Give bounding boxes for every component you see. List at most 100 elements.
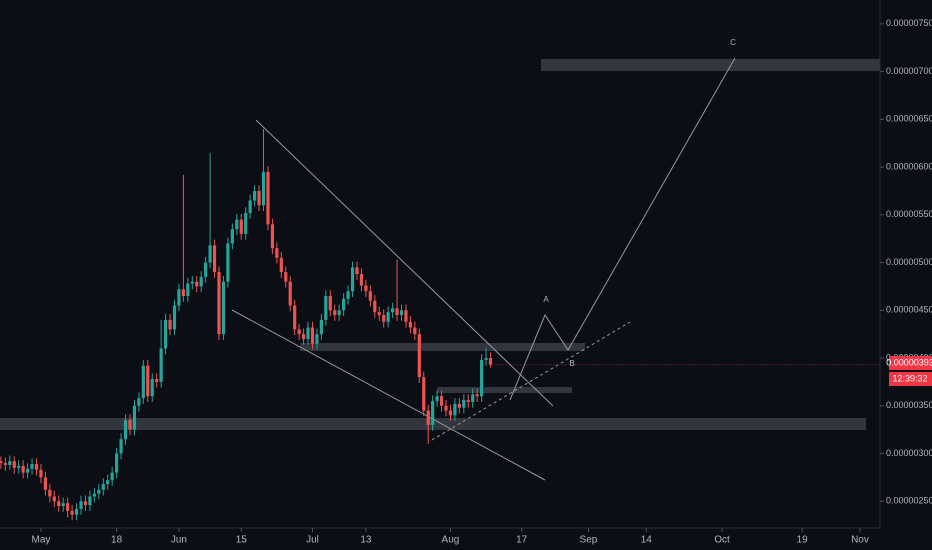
candle-body	[390, 308, 395, 313]
candle-body	[435, 396, 439, 402]
candle-body	[48, 489, 52, 497]
candle-body	[74, 508, 79, 515]
candle-body	[444, 405, 448, 411]
zone	[541, 59, 880, 71]
y-tick-label: 0.00000650	[886, 114, 932, 124]
candle-body	[426, 410, 430, 425]
x-tick-label: May	[31, 535, 50, 546]
candle-body	[101, 484, 105, 490]
candle-body	[155, 379, 159, 382]
candle-body	[377, 312, 381, 316]
candle-body	[457, 403, 461, 408]
candle-body	[386, 312, 390, 322]
candle-body	[373, 300, 377, 313]
candle-body	[399, 310, 404, 316]
x-tick-label: 14	[641, 535, 653, 546]
candle-body	[163, 319, 168, 349]
candle-body	[57, 501, 61, 507]
y-tick-label: 0.00000250	[886, 496, 932, 506]
candle-body	[301, 334, 306, 339]
price-axis	[880, 0, 932, 550]
y-tick-label: 0.00000550	[886, 209, 932, 219]
candle-body	[52, 496, 56, 502]
x-tick-label: Sep	[580, 535, 598, 546]
candle-body	[408, 321, 412, 328]
annotation: A	[543, 295, 549, 304]
candle-body	[364, 285, 368, 292]
candle-body	[34, 464, 39, 470]
candle-body	[382, 315, 386, 322]
candle-body	[310, 327, 315, 344]
candle-body	[324, 295, 328, 320]
candle-body	[66, 503, 70, 511]
countdown: 12:39:32	[892, 373, 927, 383]
y-tick-label: 0.00000600	[886, 161, 932, 171]
candle-body	[83, 501, 88, 506]
candle-body	[146, 365, 150, 397]
candle-body	[235, 219, 239, 230]
y-tick-label: 0.00000500	[886, 257, 932, 267]
x-tick-label: Oct	[714, 535, 730, 546]
candle-body	[208, 245, 212, 263]
zone	[437, 387, 572, 393]
candle-body	[17, 465, 21, 468]
candle-body	[132, 405, 137, 430]
x-tick-label: Nov	[851, 535, 869, 546]
candle-body	[248, 200, 252, 213]
candle-body	[172, 305, 177, 330]
candle-body	[328, 295, 332, 311]
candle-body	[480, 359, 484, 397]
candle-body	[293, 305, 297, 330]
annotation: B	[569, 359, 574, 368]
candle-body	[123, 420, 128, 440]
candle-body	[0, 461, 3, 464]
dotted-line	[431, 321, 631, 441]
price-label-box	[889, 356, 932, 370]
countdown-box	[889, 372, 932, 386]
candle-body	[431, 401, 435, 425]
candle-body	[199, 276, 203, 287]
candle-body	[239, 219, 243, 234]
y-tick-label: 0.00000350	[886, 400, 932, 410]
candle-body	[79, 501, 83, 509]
candle-body	[61, 503, 65, 507]
candle-body	[475, 394, 479, 397]
candle-body	[88, 496, 92, 506]
candle-body	[181, 289, 185, 296]
candle-body	[488, 358, 493, 365]
candle-body	[128, 420, 132, 430]
candle-body	[279, 257, 283, 273]
candle-body	[168, 319, 172, 330]
candle-body	[230, 229, 234, 244]
candle-body	[466, 400, 470, 402]
candle-body	[350, 267, 355, 292]
candle-body	[30, 464, 34, 469]
candle-body	[150, 379, 154, 397]
candle-body	[195, 281, 199, 287]
trend-line	[255, 119, 554, 407]
candle-body	[190, 281, 194, 284]
y-tick-label: 0.00000700	[886, 66, 932, 76]
candle-body	[212, 245, 217, 273]
candle-body	[342, 298, 346, 311]
x-tick-label: 18	[111, 535, 123, 546]
x-tick-label: 15	[236, 535, 248, 546]
candle-body	[315, 334, 319, 344]
candle-body	[39, 469, 43, 478]
candle-body	[270, 224, 275, 249]
candle-body	[110, 472, 114, 481]
candle-body	[346, 291, 350, 299]
candle-body	[43, 477, 48, 490]
candle-body	[297, 329, 301, 335]
candle-body	[417, 334, 421, 378]
x-tick-label: 19	[797, 535, 809, 546]
candle-body	[97, 489, 101, 494]
candle-body	[404, 310, 408, 322]
x-tick-label: Jul	[306, 535, 319, 546]
candle-body	[119, 439, 123, 454]
candle-body	[484, 358, 488, 360]
candle-body	[92, 493, 96, 497]
candle-body	[204, 262, 208, 277]
y-tick-label: 0.00000450	[886, 305, 932, 315]
